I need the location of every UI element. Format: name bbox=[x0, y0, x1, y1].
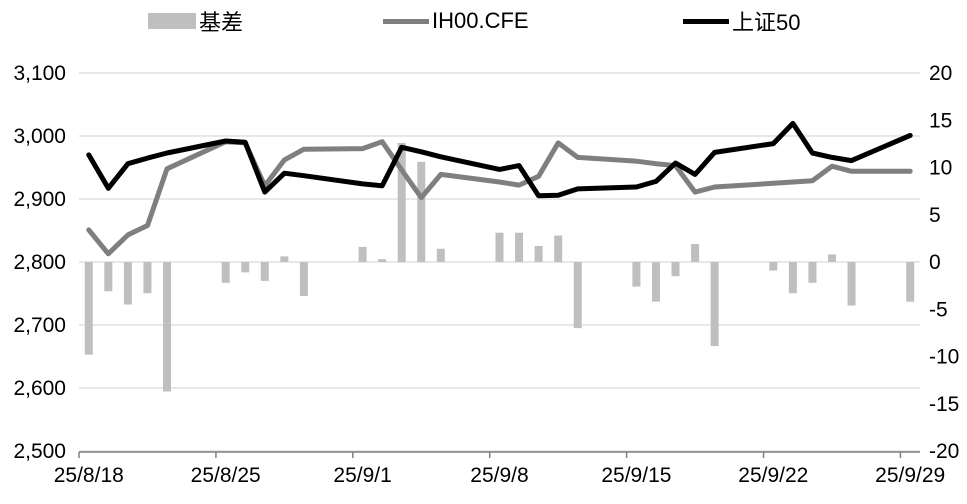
x-axis-tick-label: 25/9/22 bbox=[738, 464, 808, 487]
basis-bar[interactable] bbox=[397, 142, 406, 262]
left-axis-tick-label: 3,000 bbox=[13, 125, 66, 148]
right-axis-tick-label: -10 bbox=[929, 346, 959, 369]
basis-bar[interactable] bbox=[417, 161, 426, 262]
legend-item-sse50[interactable]: 上证50 bbox=[683, 6, 800, 36]
right-axis-tick-label: 0 bbox=[929, 251, 941, 274]
basis-bar[interactable] bbox=[906, 262, 915, 302]
basis-bar[interactable] bbox=[710, 262, 719, 347]
x-axis-tick-label: 25/9/1 bbox=[333, 464, 391, 487]
legend-item-basis[interactable]: 基差 bbox=[148, 6, 243, 36]
basis-bar[interactable] bbox=[299, 262, 308, 297]
left-axis-tick-label: 2,900 bbox=[13, 188, 66, 211]
right-axis-tick-label: 20 bbox=[929, 62, 952, 85]
sse50-line[interactable] bbox=[86, 120, 913, 199]
basis-bar[interactable] bbox=[260, 262, 269, 281]
legend-label-basis: 基差 bbox=[199, 10, 244, 35]
basis-bar[interactable] bbox=[241, 262, 250, 273]
sse50-line-swatch bbox=[683, 18, 729, 24]
basis-bar[interactable] bbox=[436, 248, 445, 262]
right-axis-tick-label: -15 bbox=[929, 393, 959, 416]
ih00-line-swatch bbox=[383, 18, 429, 24]
basis-bar[interactable] bbox=[104, 262, 113, 292]
left-axis-tick-label: 3,100 bbox=[13, 62, 66, 85]
right-axis-tick-label: 5 bbox=[929, 204, 941, 227]
x-axis-tick-label: 25/9/29 bbox=[875, 464, 945, 487]
basis-bar[interactable] bbox=[280, 256, 289, 262]
right-axis-tick-label: 10 bbox=[929, 157, 952, 180]
basis-bar[interactable] bbox=[554, 235, 563, 262]
x-axis-tick-label: 25/8/25 bbox=[191, 464, 261, 487]
x-axis-tick-label: 25/8/18 bbox=[54, 464, 124, 487]
basis-bar[interactable] bbox=[671, 262, 680, 277]
basis-bar[interactable] bbox=[84, 262, 93, 355]
right-axis-tick-label: -20 bbox=[929, 440, 959, 463]
basis-bar[interactable] bbox=[123, 262, 132, 305]
legend: 基差 IH00.CFE 上证50 bbox=[0, 6, 967, 40]
legend-label-ih00: IH00.CFE bbox=[432, 8, 529, 33]
basis-bar-swatch bbox=[148, 13, 196, 29]
left-axis-tick-label: 2,500 bbox=[13, 440, 66, 463]
legend-item-ih00[interactable]: IH00.CFE bbox=[383, 6, 529, 36]
basis-bar[interactable] bbox=[808, 262, 817, 283]
left-axis-tick-label: 2,600 bbox=[13, 377, 66, 400]
left-axis-tick-label: 2,800 bbox=[13, 251, 66, 274]
basis-bar[interactable] bbox=[691, 244, 700, 262]
basis-bar[interactable] bbox=[221, 262, 230, 283]
basis-bar[interactable] bbox=[515, 232, 524, 262]
basis-bar[interactable] bbox=[788, 262, 797, 294]
basis-bar[interactable] bbox=[163, 262, 172, 392]
basis-bar[interactable] bbox=[358, 246, 367, 262]
basis-bar[interactable] bbox=[143, 262, 152, 294]
basis-bar[interactable] bbox=[378, 259, 387, 262]
basis-bar[interactable] bbox=[534, 245, 543, 262]
right-axis-tick-label: 15 bbox=[929, 109, 952, 132]
x-axis-tick-label: 25/9/8 bbox=[470, 464, 528, 487]
basis-bar[interactable] bbox=[651, 262, 660, 302]
right-axis-tick-label: -5 bbox=[929, 298, 948, 321]
basis-bar[interactable] bbox=[495, 232, 504, 262]
x-axis-tick-label: 25/9/15 bbox=[601, 464, 671, 487]
left-axis-tick-label: 2,700 bbox=[13, 314, 66, 337]
basis-bar[interactable] bbox=[632, 262, 641, 287]
basis-bar[interactable] bbox=[769, 262, 778, 271]
basis-bar[interactable] bbox=[573, 262, 582, 329]
legend-label-sse50: 上证50 bbox=[732, 10, 801, 35]
basis-bar[interactable] bbox=[847, 262, 856, 306]
basis-bar[interactable] bbox=[827, 254, 836, 262]
